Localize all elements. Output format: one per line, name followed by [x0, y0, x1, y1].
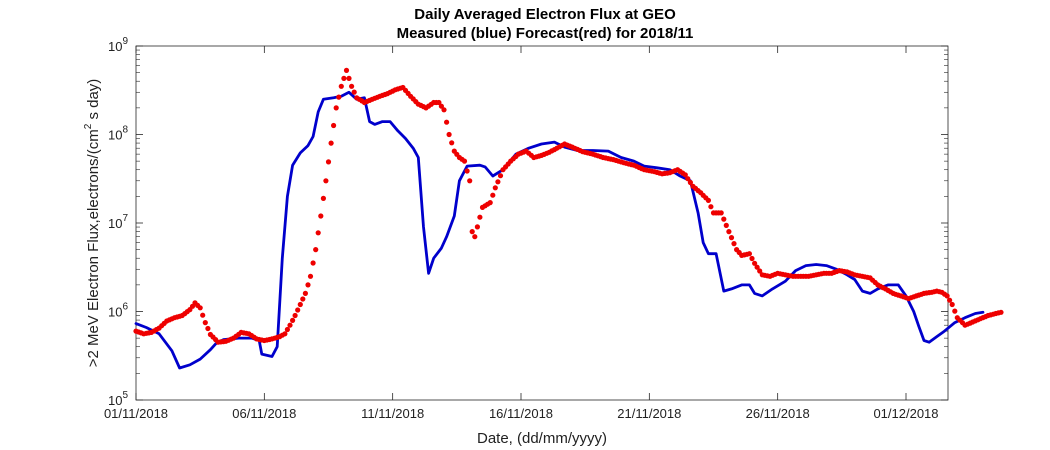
- series-forecast-point: [721, 216, 727, 222]
- plot-area: [135, 45, 949, 401]
- x-axis: 01/11/2018 06/11/2018 11/11/2018 16/11/2018…: [104, 46, 939, 421]
- series-forecast-point: [497, 173, 504, 179]
- series-forecast-point: [200, 312, 206, 318]
- y-tick-label: 106: [108, 302, 128, 320]
- series-forecast-point: [749, 255, 755, 262]
- x-tick-label: 16/11/2018: [489, 406, 553, 421]
- series-forecast-point: [295, 307, 301, 313]
- series-forecast-point: [682, 172, 688, 178]
- series-forecast-point: [998, 309, 1004, 315]
- series-forecast-point: [282, 331, 288, 337]
- x-tick-label: 01/12/2018: [873, 406, 938, 421]
- series-forecast-point: [313, 247, 319, 253]
- series-forecast-point: [947, 297, 953, 303]
- series-forecast-point: [723, 222, 729, 228]
- series-forecast-point: [495, 179, 501, 185]
- series-forecast-point: [325, 159, 332, 165]
- series-forecast-point: [469, 229, 475, 235]
- series-forecast-point: [949, 301, 955, 308]
- series-forecast-point: [202, 320, 208, 326]
- series-forecast-point: [464, 168, 470, 174]
- series-forecast-point: [752, 260, 758, 266]
- chart-subtitle: Measured (blue) Forecast(red) for 2018/1…: [397, 25, 694, 42]
- series-forecast-point: [746, 251, 753, 257]
- y-axis-label-main: >2 MeV Electron Flux,electrons/(cm: [85, 129, 102, 367]
- series-forecast-point: [685, 176, 691, 182]
- series-forecast-point: [292, 312, 298, 319]
- series-forecast-point: [472, 234, 478, 240]
- series-forecast-point: [474, 224, 480, 230]
- y-axis-label: >2 MeV Electron Flux,electrons/(cm2 s da…: [83, 79, 102, 368]
- series-forecast-point: [349, 83, 355, 89]
- series-forecast-point: [351, 89, 357, 95]
- series-forecast-point: [490, 192, 496, 198]
- series-forecast-point: [197, 305, 203, 311]
- series-forecast-point: [726, 229, 732, 235]
- y-tick-label: 107: [108, 213, 128, 231]
- series-forecast-point: [757, 268, 763, 274]
- series-forecast-point: [492, 185, 498, 191]
- series-forecast-point: [318, 213, 324, 219]
- y-tick-label: 109: [108, 36, 128, 54]
- x-tick-label: 21/11/2018: [617, 406, 681, 421]
- series-forecast-point: [708, 204, 714, 210]
- series-forecast-point: [705, 197, 712, 203]
- series-forecast-point: [487, 200, 493, 206]
- x-tick-label: 01/11/2018: [104, 406, 168, 421]
- x-tick-label: 26/11/2018: [746, 406, 810, 421]
- series-forecast-point: [446, 131, 452, 138]
- x-axis-label: Date, (dd/mm/yyyy): [477, 430, 607, 447]
- series-forecast-point: [320, 195, 326, 201]
- series-forecast-point: [287, 322, 293, 328]
- series-forecast-point: [477, 214, 483, 220]
- series-forecast-point: [338, 83, 344, 89]
- series-forecast-point: [441, 107, 447, 113]
- series-forecast-point: [444, 119, 450, 125]
- series-forecast-point: [467, 178, 473, 184]
- series-forecast-point: [346, 75, 352, 81]
- series-forecast-point: [328, 140, 334, 146]
- series-forecast-point: [343, 67, 350, 73]
- series-forecast-point: [461, 158, 468, 164]
- series-forecast-point: [297, 301, 303, 308]
- series-forecast-point: [341, 75, 347, 81]
- series-forecast-point: [952, 308, 958, 314]
- series-forecast-point: [944, 293, 950, 299]
- series-forecast-point: [315, 230, 321, 236]
- series-forecast-point: [336, 94, 342, 100]
- series-forecast-point: [333, 105, 339, 111]
- y-tick-label: 108: [108, 125, 128, 143]
- x-tick-label: 06/11/2018: [232, 406, 296, 421]
- series-forecast-point: [205, 325, 211, 332]
- series-forecast-point: [323, 178, 329, 184]
- series-forecast-point: [728, 235, 735, 241]
- series-forecast-point: [310, 260, 316, 266]
- y-tick-label: 105: [108, 390, 128, 408]
- series-forecast-point: [449, 140, 455, 146]
- chart-title: Daily Averaged Electron Flux at GEO: [414, 6, 676, 23]
- series-forecast-point: [731, 241, 737, 247]
- y-axis-label-superscript: 2: [83, 123, 94, 129]
- series-forecast-point: [718, 210, 724, 216]
- series-forecast-point: [290, 317, 296, 323]
- series-layer: [133, 67, 1004, 370]
- y-axis-label-end: s day): [85, 79, 102, 124]
- x-tick-label: 11/11/2018: [361, 406, 424, 421]
- series-forecast-point: [438, 103, 444, 109]
- series-forecast-point: [754, 264, 760, 270]
- series-forecast-point: [331, 122, 337, 129]
- series-forecast-point: [302, 290, 308, 296]
- y-axis: 105 106 107 108 109: [108, 36, 948, 408]
- series-forecast-point: [284, 326, 290, 333]
- series-forecast-point: [307, 273, 314, 279]
- series-forecast-point: [305, 282, 311, 288]
- series-forecast-point: [436, 99, 442, 106]
- series-forecast-point: [687, 179, 694, 186]
- series-forecast-point: [300, 296, 306, 302]
